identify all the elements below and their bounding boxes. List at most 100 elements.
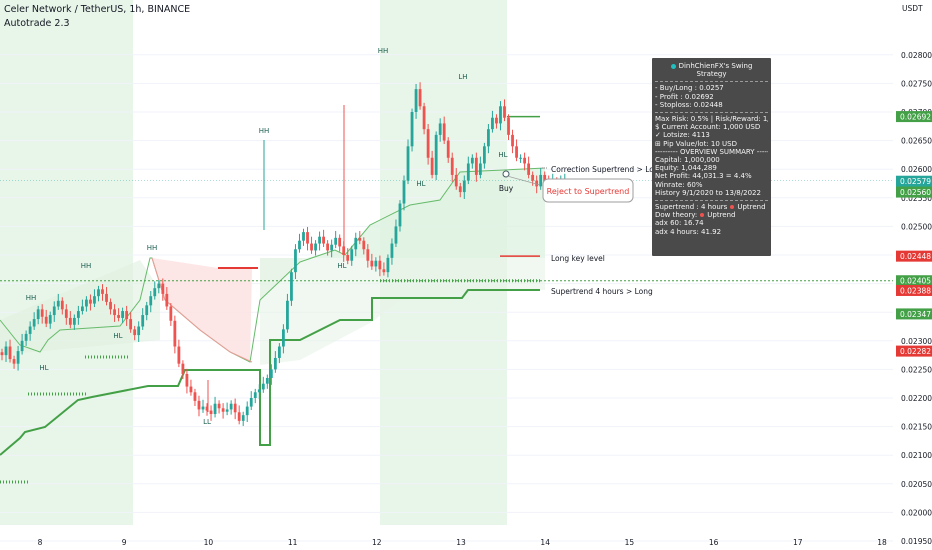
candle-body — [454, 174, 458, 187]
equity-line: Equity: 1,044,289 — [655, 164, 717, 173]
price-tick-label: 0.02500 — [901, 222, 932, 231]
price-tick-label: 0.02100 — [901, 451, 932, 460]
downtrend-fill — [152, 258, 252, 362]
dow-theory-line: Dow theory: Uptrend — [655, 211, 768, 219]
price-badge-label: 0.02282 — [900, 347, 931, 356]
candle-body — [507, 117, 510, 135]
time-tick-label: 8 — [38, 538, 43, 547]
candle-body — [430, 157, 434, 175]
price-tick-label: 0.02650 — [901, 137, 932, 146]
buy-label: Buy — [499, 184, 514, 193]
price-badge — [896, 308, 932, 320]
price-badge-label: 0.02388 — [900, 286, 931, 295]
candle-body — [487, 129, 490, 147]
trend-dot-icon — [700, 213, 705, 218]
candle-body — [531, 174, 535, 181]
candle-body — [478, 163, 482, 175]
candle-body — [48, 315, 52, 324]
swing-label-hl: HL — [337, 262, 346, 270]
candle-body — [322, 236, 325, 244]
price-badge-label: 0.02560 — [900, 188, 931, 197]
indicator-name[interactable]: Autotrade 2.3 — [4, 18, 70, 29]
candle-body — [149, 296, 153, 306]
candle-body — [442, 123, 446, 141]
candle-body — [314, 243, 317, 251]
overview-heading: --------- OVERVIEW SUMMARY --------- — [655, 147, 768, 156]
candle-body — [338, 237, 342, 247]
candle-body — [261, 383, 265, 390]
price-tick-label: 0.02150 — [901, 423, 932, 432]
bullish-zone — [0, 0, 133, 525]
candle-body — [277, 346, 281, 358]
candle-body — [503, 106, 506, 118]
swing-label-hl: HL — [498, 151, 507, 159]
candle-body — [241, 415, 245, 421]
candle-body — [535, 180, 539, 187]
candle-body — [265, 377, 269, 384]
downtrend-line — [151, 257, 253, 363]
candle-body — [318, 236, 321, 244]
price-badge-label: 0.02448 — [900, 252, 931, 261]
swing-label-hl: HL — [113, 332, 122, 340]
candle-body — [125, 311, 129, 320]
price-badge — [896, 275, 932, 287]
supertrend-status-value: Uptrend — [737, 203, 766, 212]
candle-body — [221, 408, 225, 412]
long-key-level-label: Long key level — [551, 254, 605, 263]
profit-line: - Profit : 0.02692 — [655, 92, 714, 101]
candle-body — [342, 246, 346, 255]
candle-body — [229, 403, 233, 410]
candle-body — [177, 346, 181, 364]
net-profit-line: Net Profit: 44,031.3 = 4.4% — [655, 172, 752, 181]
candle-body — [197, 400, 201, 410]
candle-body — [414, 89, 418, 112]
candle-body — [495, 117, 498, 124]
candle-body — [470, 157, 474, 164]
candle-body — [233, 403, 237, 413]
candle-body — [4, 346, 8, 356]
supertrend-fill — [0, 260, 160, 355]
symbol-title[interactable]: Celer Network / TetherUS, 1h, BINANCE — [4, 4, 191, 15]
candle-body — [64, 309, 68, 318]
time-tick-label: 17 — [793, 538, 803, 547]
pip-value-line: ⊞ Pip Value/lot: 10 USD — [655, 139, 737, 148]
candle-body — [24, 333, 28, 341]
candle-body — [269, 369, 273, 378]
price-tick-label: 0.02200 — [901, 394, 932, 403]
time-tick-label: 12 — [372, 538, 382, 547]
candle-body — [511, 134, 514, 147]
candle-body — [253, 392, 257, 398]
candle-body — [474, 157, 478, 175]
candle-body — [217, 403, 221, 409]
strategy-dot-icon — [670, 63, 676, 69]
candle-body — [326, 243, 330, 251]
time-tick-label: 9 — [122, 538, 127, 547]
price-badge-label: 0.02347 — [900, 310, 931, 319]
candle-body — [205, 406, 209, 411]
candle-body — [81, 306, 84, 312]
price-tick-label: 0.02300 — [901, 337, 932, 346]
time-tick-label: 10 — [204, 538, 214, 547]
time-tick-label: 18 — [877, 538, 887, 547]
candle-body — [306, 232, 309, 244]
candle-body — [458, 186, 462, 193]
reject-callout-label: Reject to Supertrend — [547, 187, 630, 196]
candle-body — [438, 123, 442, 135]
candle-body — [141, 315, 145, 327]
candle-body — [346, 255, 350, 261]
candle-body — [40, 309, 44, 317]
lotsize-line: ✓ Lotsize: 4113 — [655, 131, 710, 140]
candle-body — [426, 129, 430, 158]
callout-pointer — [506, 175, 541, 186]
candle-body — [523, 157, 526, 164]
supertrend-status-label: Supertrend : 4 hours — [655, 203, 728, 212]
price-badge — [896, 284, 932, 296]
candle-body — [491, 117, 494, 130]
candle-body — [117, 315, 120, 318]
candle-body — [185, 373, 189, 387]
candle-body — [209, 410, 213, 415]
capital-line: Capital: 1,000,000 — [655, 156, 720, 165]
candle-body — [418, 89, 422, 107]
adx4h-line: adx 4 hours: 41.92 — [655, 227, 722, 236]
